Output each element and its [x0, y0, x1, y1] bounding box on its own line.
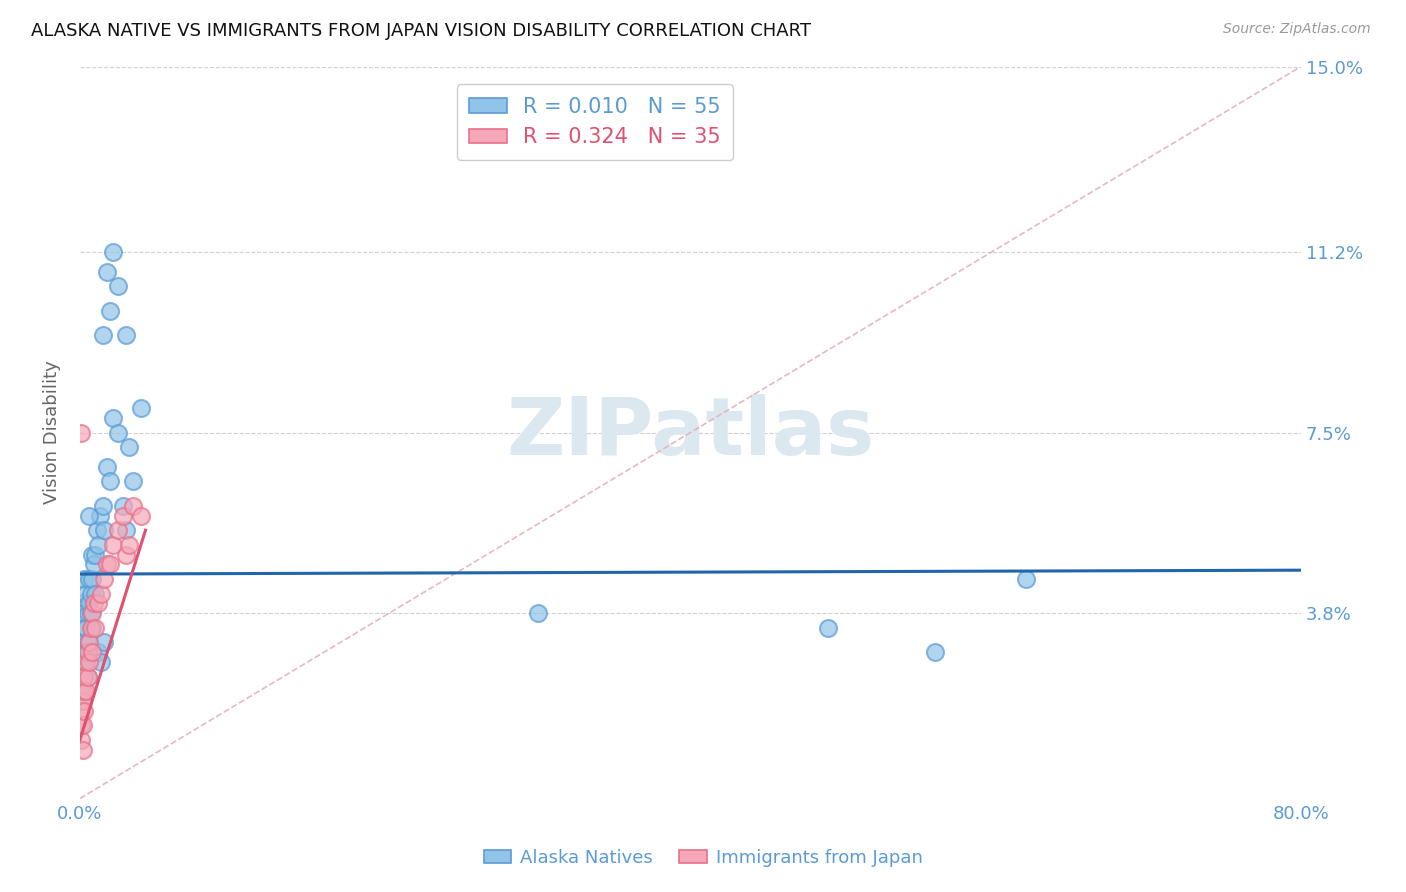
Point	[107, 425, 129, 440]
Point	[96, 558, 118, 572]
Y-axis label: Vision Disability: Vision Disability	[44, 360, 60, 505]
Point	[80, 645, 103, 659]
Point	[79, 621, 101, 635]
Point	[100, 303, 122, 318]
Point	[107, 523, 129, 537]
Point	[79, 606, 101, 620]
Point	[73, 655, 96, 669]
Point	[114, 523, 136, 537]
Point	[72, 621, 94, 635]
Point	[83, 558, 105, 572]
Point	[77, 635, 100, 649]
Point	[100, 558, 122, 572]
Point	[122, 475, 145, 489]
Point	[817, 621, 839, 635]
Point	[83, 596, 105, 610]
Point	[80, 548, 103, 562]
Point	[87, 538, 110, 552]
Point	[77, 572, 100, 586]
Point	[73, 704, 96, 718]
Point	[70, 684, 93, 698]
Point	[96, 264, 118, 278]
Point	[75, 586, 97, 600]
Point	[72, 694, 94, 708]
Point	[80, 621, 103, 635]
Point	[76, 635, 98, 649]
Point	[111, 508, 134, 523]
Point	[96, 459, 118, 474]
Legend: R = 0.010   N = 55, R = 0.324   N = 35: R = 0.010 N = 55, R = 0.324 N = 35	[457, 85, 734, 160]
Point	[70, 645, 93, 659]
Text: ALASKA NATIVE VS IMMIGRANTS FROM JAPAN VISION DISABILITY CORRELATION CHART: ALASKA NATIVE VS IMMIGRANTS FROM JAPAN V…	[31, 22, 811, 40]
Point	[72, 694, 94, 708]
Point	[122, 499, 145, 513]
Point	[118, 440, 141, 454]
Point	[90, 586, 112, 600]
Point	[89, 508, 111, 523]
Point	[103, 245, 125, 260]
Point	[90, 655, 112, 669]
Point	[80, 606, 103, 620]
Point	[91, 499, 114, 513]
Point	[76, 669, 98, 683]
Point	[118, 538, 141, 552]
Point	[111, 499, 134, 513]
Point	[73, 684, 96, 698]
Point	[79, 586, 101, 600]
Point	[75, 684, 97, 698]
Point	[103, 538, 125, 552]
Point	[129, 401, 152, 416]
Point	[75, 655, 97, 669]
Point	[72, 718, 94, 732]
Point	[100, 475, 122, 489]
Point	[70, 718, 93, 732]
Point	[73, 669, 96, 683]
Point	[70, 704, 93, 718]
Point	[114, 328, 136, 343]
Point	[70, 733, 93, 747]
Point	[103, 411, 125, 425]
Point	[93, 572, 115, 586]
Point	[84, 548, 107, 562]
Point	[70, 669, 93, 683]
Point	[73, 635, 96, 649]
Point	[93, 523, 115, 537]
Point	[72, 596, 94, 610]
Point	[70, 684, 93, 698]
Point	[76, 645, 98, 659]
Point	[91, 328, 114, 343]
Text: Source: ZipAtlas.com: Source: ZipAtlas.com	[1223, 22, 1371, 37]
Point	[77, 655, 100, 669]
Point	[72, 743, 94, 757]
Point	[73, 572, 96, 586]
Point	[84, 621, 107, 635]
Text: ZIPatlas: ZIPatlas	[506, 393, 875, 472]
Point	[70, 425, 93, 440]
Point	[72, 655, 94, 669]
Point	[129, 508, 152, 523]
Point	[73, 606, 96, 620]
Point	[924, 645, 946, 659]
Point	[77, 596, 100, 610]
Point	[75, 645, 97, 659]
Point	[76, 669, 98, 683]
Point	[84, 586, 107, 600]
Point	[75, 621, 97, 635]
Point	[76, 606, 98, 620]
Point	[1015, 572, 1038, 586]
Point	[87, 596, 110, 610]
Point	[114, 548, 136, 562]
Point	[80, 572, 103, 586]
Legend: Alaska Natives, Immigrants from Japan: Alaska Natives, Immigrants from Japan	[477, 842, 929, 874]
Point	[86, 523, 108, 537]
Point	[526, 606, 548, 620]
Point	[77, 508, 100, 523]
Point	[107, 279, 129, 293]
Point	[93, 635, 115, 649]
Point	[72, 669, 94, 683]
Point	[87, 645, 110, 659]
